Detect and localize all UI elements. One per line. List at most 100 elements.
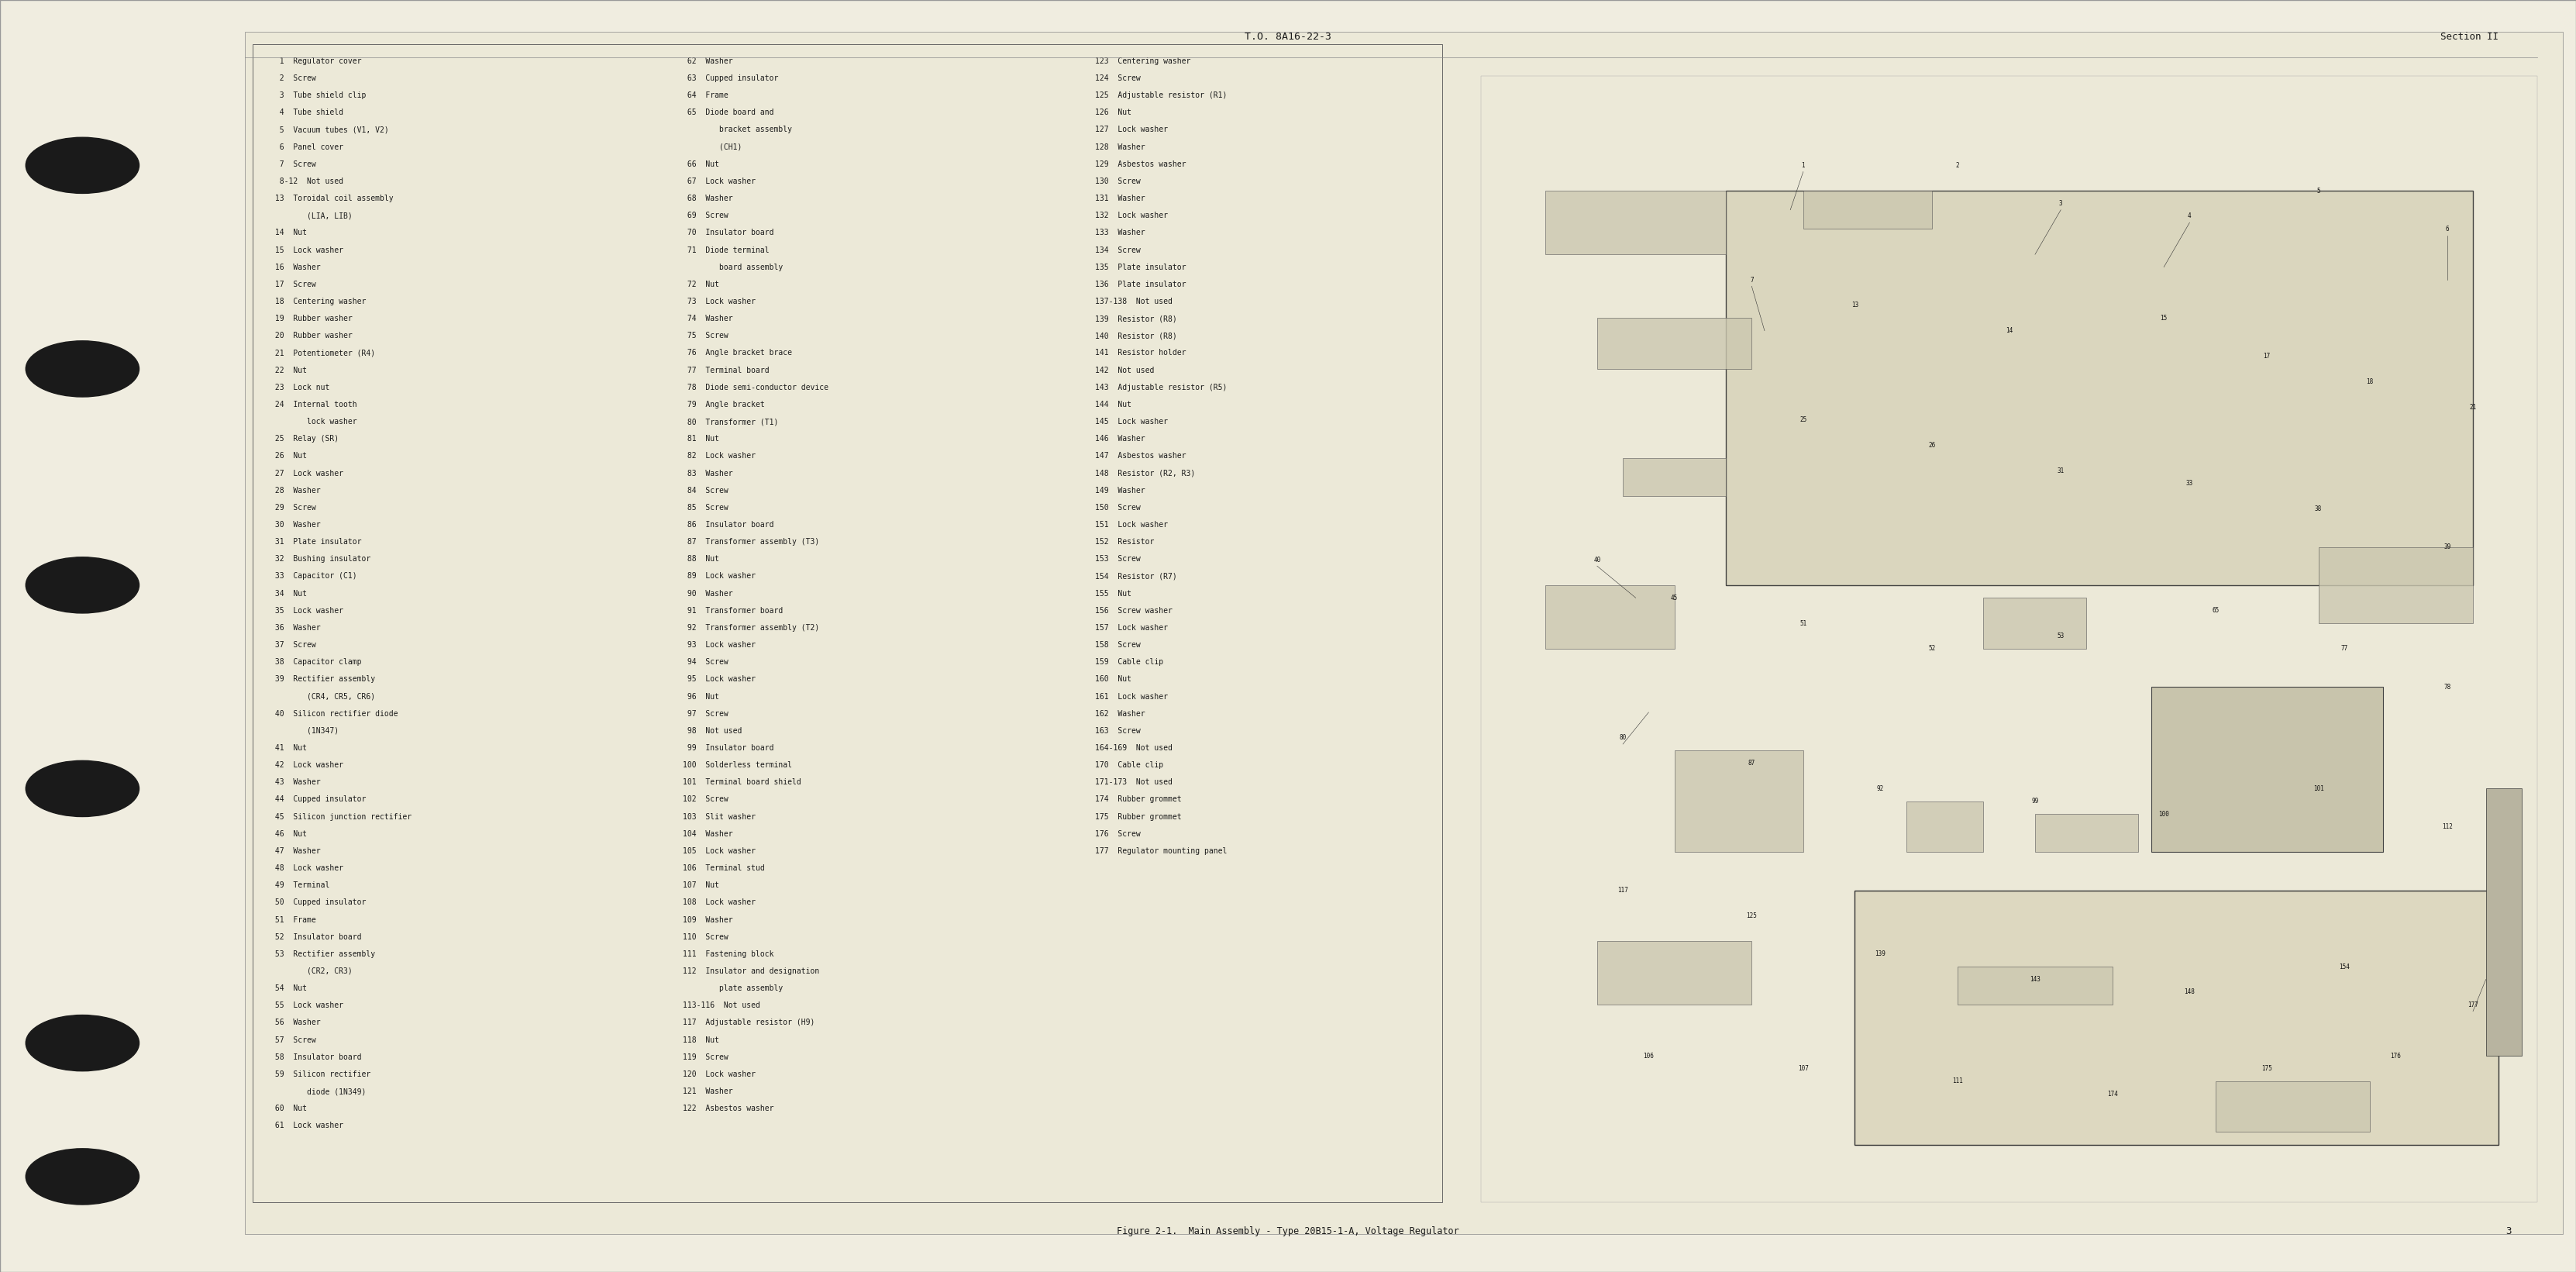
- Circle shape: [26, 1015, 139, 1071]
- Text: 135  Plate insulator: 135 Plate insulator: [1095, 263, 1185, 271]
- Text: 3: 3: [2058, 200, 2063, 207]
- Text: 65: 65: [2213, 607, 2218, 614]
- Text: 3: 3: [2506, 1226, 2512, 1236]
- Text: 155  Nut: 155 Nut: [1095, 590, 1131, 598]
- Text: 77: 77: [2342, 645, 2347, 653]
- Text: 139  Resistor (R8): 139 Resistor (R8): [1095, 314, 1177, 323]
- Text: 112  Insulator and designation: 112 Insulator and designation: [683, 968, 819, 976]
- Text: 122  Asbestos washer: 122 Asbestos washer: [683, 1104, 773, 1113]
- FancyBboxPatch shape: [1597, 941, 1752, 1005]
- FancyBboxPatch shape: [1546, 585, 1674, 649]
- Text: 86  Insulator board: 86 Insulator board: [683, 520, 773, 529]
- Text: 17  Screw: 17 Screw: [270, 280, 317, 289]
- Text: 6: 6: [2445, 225, 2450, 233]
- Text: (CH1): (CH1): [683, 144, 742, 151]
- Text: 52: 52: [1929, 645, 1935, 653]
- Text: 117  Adjustable resistor (H9): 117 Adjustable resistor (H9): [683, 1019, 814, 1027]
- Text: 35  Lock washer: 35 Lock washer: [270, 607, 343, 614]
- Text: 38: 38: [2316, 505, 2321, 513]
- Text: 85  Screw: 85 Screw: [683, 504, 729, 511]
- Text: 102  Screw: 102 Screw: [683, 796, 729, 804]
- Text: 90  Washer: 90 Washer: [683, 590, 732, 598]
- Text: 104  Washer: 104 Washer: [683, 831, 732, 838]
- Text: 76  Angle bracket brace: 76 Angle bracket brace: [683, 349, 791, 357]
- Text: 118  Nut: 118 Nut: [683, 1035, 719, 1044]
- Text: 119  Screw: 119 Screw: [683, 1053, 729, 1061]
- Text: 22  Nut: 22 Nut: [270, 366, 307, 374]
- FancyBboxPatch shape: [1958, 967, 2112, 1005]
- Text: 99: 99: [2032, 798, 2038, 805]
- Text: 46  Nut: 46 Nut: [270, 831, 307, 838]
- Text: 32  Bushing insulator: 32 Bushing insulator: [270, 556, 371, 563]
- Text: 62  Washer: 62 Washer: [683, 57, 732, 65]
- Text: 51: 51: [1801, 619, 1806, 627]
- Text: Section II: Section II: [2439, 32, 2499, 42]
- Text: 100: 100: [2159, 810, 2169, 818]
- Text: 49  Terminal: 49 Terminal: [270, 881, 330, 889]
- Text: 154: 154: [2339, 963, 2349, 971]
- Text: board assembly: board assembly: [683, 263, 783, 271]
- Text: 97  Screw: 97 Screw: [683, 710, 729, 717]
- Text: 43  Washer: 43 Washer: [270, 778, 319, 786]
- FancyBboxPatch shape: [1623, 458, 1726, 496]
- Text: 105  Lock washer: 105 Lock washer: [683, 847, 755, 855]
- Text: 110  Screw: 110 Screw: [683, 934, 729, 941]
- Text: 101  Terminal board shield: 101 Terminal board shield: [683, 778, 801, 786]
- Text: 75  Screw: 75 Screw: [683, 332, 729, 340]
- Text: 141  Resistor holder: 141 Resistor holder: [1095, 349, 1185, 357]
- Text: 121  Washer: 121 Washer: [683, 1088, 732, 1095]
- Text: 148: 148: [2184, 988, 2195, 996]
- Text: plate assembly: plate assembly: [683, 985, 783, 992]
- Text: 137-138  Not used: 137-138 Not used: [1095, 298, 1172, 305]
- Text: 162  Washer: 162 Washer: [1095, 710, 1144, 717]
- Text: 25: 25: [1801, 416, 1806, 424]
- Text: 174  Rubber grommet: 174 Rubber grommet: [1095, 796, 1182, 804]
- Text: 158  Screw: 158 Screw: [1095, 641, 1141, 649]
- FancyBboxPatch shape: [1546, 191, 1726, 254]
- Text: 30  Washer: 30 Washer: [270, 520, 319, 529]
- Text: 101: 101: [2313, 785, 2324, 792]
- Text: 1: 1: [1801, 162, 1806, 169]
- Text: 20  Rubber washer: 20 Rubber washer: [270, 332, 353, 340]
- Text: 45  Silicon junction rectifier: 45 Silicon junction rectifier: [270, 813, 412, 820]
- Text: 151  Lock washer: 151 Lock washer: [1095, 520, 1167, 529]
- Text: 31  Plate insulator: 31 Plate insulator: [270, 538, 361, 546]
- Text: diode (1N349): diode (1N349): [270, 1088, 366, 1095]
- Text: 134  Screw: 134 Screw: [1095, 247, 1141, 254]
- Text: 67  Lock washer: 67 Lock washer: [683, 178, 755, 186]
- Text: 4  Tube shield: 4 Tube shield: [270, 108, 343, 117]
- Text: 55  Lock washer: 55 Lock washer: [270, 1002, 343, 1010]
- Text: 176  Screw: 176 Screw: [1095, 831, 1141, 838]
- Text: 71  Diode terminal: 71 Diode terminal: [683, 247, 770, 254]
- Text: 128  Washer: 128 Washer: [1095, 144, 1144, 151]
- Text: 51  Frame: 51 Frame: [270, 916, 317, 923]
- FancyBboxPatch shape: [1803, 191, 1932, 229]
- Text: (CR4, CR5, CR6): (CR4, CR5, CR6): [270, 692, 376, 701]
- Text: 177  Regulator mounting panel: 177 Regulator mounting panel: [1095, 847, 1226, 855]
- Text: 83  Washer: 83 Washer: [683, 469, 732, 477]
- Text: 108  Lock washer: 108 Lock washer: [683, 898, 755, 907]
- Text: 132  Lock washer: 132 Lock washer: [1095, 212, 1167, 220]
- FancyBboxPatch shape: [2035, 814, 2138, 852]
- Text: 78  Diode semi-conductor device: 78 Diode semi-conductor device: [683, 384, 829, 392]
- Text: 80: 80: [1620, 734, 1625, 742]
- Text: 21: 21: [2470, 403, 2476, 411]
- FancyBboxPatch shape: [2486, 789, 2522, 1056]
- Text: 72  Nut: 72 Nut: [683, 280, 719, 289]
- Text: 15  Lock washer: 15 Lock washer: [270, 247, 343, 254]
- Text: 73  Lock washer: 73 Lock washer: [683, 298, 755, 305]
- Text: 95  Lock washer: 95 Lock washer: [683, 675, 755, 683]
- Text: 57  Screw: 57 Screw: [270, 1035, 317, 1044]
- Text: 171-173  Not used: 171-173 Not used: [1095, 778, 1172, 786]
- Text: 126  Nut: 126 Nut: [1095, 108, 1131, 117]
- Text: 139: 139: [1875, 950, 1886, 958]
- Text: 93  Lock washer: 93 Lock washer: [683, 641, 755, 649]
- Text: 175  Rubber grommet: 175 Rubber grommet: [1095, 813, 1182, 820]
- Text: 65  Diode board and: 65 Diode board and: [683, 108, 773, 117]
- Text: 52  Insulator board: 52 Insulator board: [270, 934, 361, 941]
- Text: 111: 111: [1953, 1077, 1963, 1085]
- Text: 82  Lock washer: 82 Lock washer: [683, 453, 755, 460]
- Text: 26: 26: [1929, 441, 1935, 449]
- Text: 176: 176: [2391, 1052, 2401, 1060]
- Text: 78: 78: [2445, 683, 2450, 691]
